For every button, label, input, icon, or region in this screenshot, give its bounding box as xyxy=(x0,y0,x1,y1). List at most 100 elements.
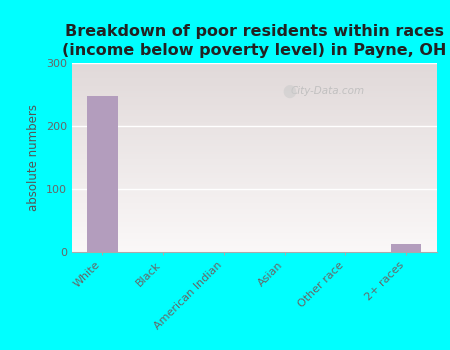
Bar xyxy=(72,124,436,125)
Bar xyxy=(72,205,436,206)
Bar xyxy=(72,120,436,121)
Bar xyxy=(72,105,436,106)
Bar xyxy=(72,241,436,243)
Bar xyxy=(72,220,436,222)
Bar xyxy=(72,176,436,178)
Bar xyxy=(72,163,436,165)
Bar xyxy=(72,118,436,120)
Y-axis label: absolute numbers: absolute numbers xyxy=(27,104,40,211)
Bar xyxy=(72,231,436,233)
Bar xyxy=(72,80,436,82)
Title: Breakdown of poor residents within races
(income below poverty level) in Payne, : Breakdown of poor residents within races… xyxy=(62,24,446,58)
Bar xyxy=(72,106,436,108)
Bar xyxy=(72,154,436,156)
Bar xyxy=(72,140,436,142)
Bar xyxy=(72,69,436,71)
Bar xyxy=(72,186,436,188)
Bar xyxy=(72,161,436,163)
Bar xyxy=(87,96,117,252)
Bar xyxy=(391,244,421,252)
Bar xyxy=(72,194,436,195)
Bar xyxy=(72,229,436,231)
Bar xyxy=(72,250,436,252)
Text: ⬤: ⬤ xyxy=(282,85,296,98)
Bar xyxy=(72,171,436,173)
Text: City-Data.com: City-Data.com xyxy=(290,86,364,96)
Bar xyxy=(72,248,436,250)
Bar xyxy=(72,99,436,101)
Bar xyxy=(72,114,436,116)
Bar xyxy=(72,63,436,65)
Bar xyxy=(72,88,436,90)
Bar xyxy=(72,210,436,212)
Bar xyxy=(72,182,436,184)
Bar xyxy=(72,131,436,133)
Bar xyxy=(72,91,436,93)
Bar xyxy=(72,206,436,209)
Bar xyxy=(72,222,436,224)
Bar xyxy=(72,159,436,161)
Bar xyxy=(72,90,436,91)
Bar xyxy=(72,144,436,146)
Bar xyxy=(72,175,436,176)
Bar xyxy=(72,178,436,180)
Bar xyxy=(72,74,436,76)
Bar xyxy=(72,203,436,205)
Bar xyxy=(72,76,436,78)
Bar xyxy=(72,152,436,154)
Bar xyxy=(72,108,436,110)
Bar xyxy=(72,82,436,84)
Bar xyxy=(72,103,436,105)
Bar xyxy=(72,228,436,229)
Bar xyxy=(72,239,436,241)
Bar xyxy=(72,224,436,225)
Bar xyxy=(72,209,436,210)
Bar xyxy=(72,148,436,150)
Bar xyxy=(72,116,436,118)
Bar xyxy=(72,173,436,175)
Bar xyxy=(72,244,436,246)
Bar xyxy=(72,71,436,72)
Bar xyxy=(72,218,436,220)
Bar xyxy=(72,97,436,99)
Bar xyxy=(72,133,436,135)
Bar xyxy=(72,110,436,112)
Bar xyxy=(72,86,436,88)
Bar xyxy=(72,212,436,214)
Bar xyxy=(72,146,436,148)
Bar xyxy=(72,156,436,158)
Bar xyxy=(72,233,436,235)
Bar xyxy=(72,191,436,194)
Bar xyxy=(72,235,436,237)
Bar xyxy=(72,135,436,137)
Bar xyxy=(72,237,436,239)
Bar xyxy=(72,197,436,199)
Bar xyxy=(72,201,436,203)
Bar xyxy=(72,199,436,201)
Bar xyxy=(72,125,436,127)
Bar xyxy=(72,78,436,80)
Bar xyxy=(72,190,436,191)
Bar xyxy=(72,169,436,171)
Bar xyxy=(72,101,436,103)
Bar xyxy=(72,158,436,159)
Bar xyxy=(72,95,436,97)
Bar xyxy=(72,214,436,216)
Bar xyxy=(72,127,436,129)
Bar xyxy=(72,112,436,114)
Bar xyxy=(72,72,436,74)
Bar xyxy=(72,216,436,218)
Bar xyxy=(72,129,436,131)
Bar xyxy=(72,180,436,182)
Bar xyxy=(72,167,436,169)
Bar xyxy=(72,65,436,67)
Bar xyxy=(72,84,436,86)
Bar xyxy=(72,165,436,167)
Bar xyxy=(72,243,436,244)
Bar xyxy=(72,67,436,69)
Bar xyxy=(72,142,436,144)
Bar xyxy=(72,137,436,139)
Bar xyxy=(72,225,436,228)
Bar xyxy=(72,93,436,95)
Bar xyxy=(72,184,436,186)
